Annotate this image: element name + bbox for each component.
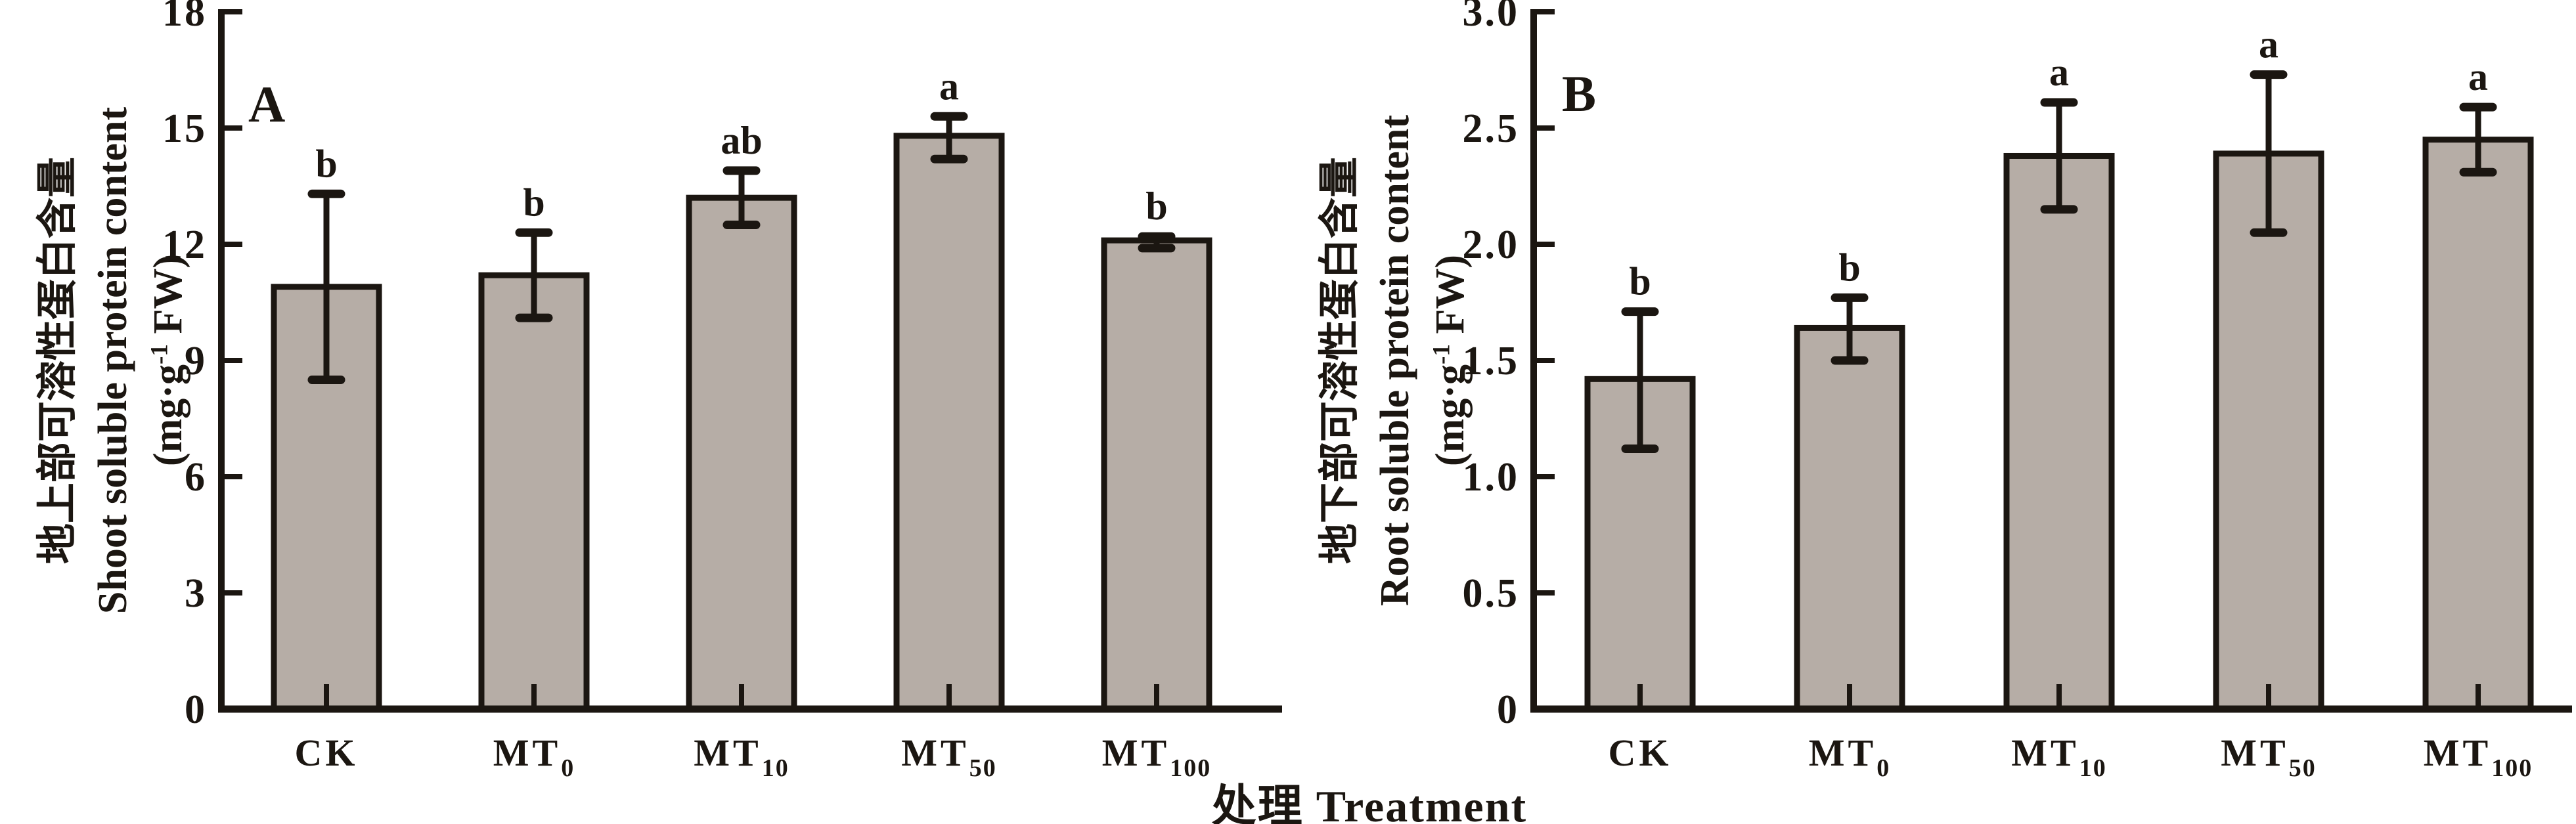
panel-b-y-axis-title: 地下部可溶性蛋白含量 Root soluble protein content … bbox=[1312, 0, 1478, 820]
panel-a-y-tick-label-9: 9 bbox=[185, 339, 207, 383]
panel-a-bar-MT10 bbox=[686, 194, 797, 712]
panel-b-y-tick-label-1.5: 1.5 bbox=[1463, 339, 1520, 383]
panel-a-y-title-unit: (mg·g-1 FW) bbox=[146, 255, 190, 466]
panel-b-sig-letter-MT100: a bbox=[2468, 55, 2488, 98]
panel-b-category-label-MT0: MT0 bbox=[1809, 731, 1890, 782]
panel-b-y-tick-label-2.0: 2.0 bbox=[1463, 223, 1520, 267]
panel-a-y-title-en: Shoot soluble protein content bbox=[91, 106, 135, 615]
panel-b-y-tick-label-1.0: 1.0 bbox=[1463, 455, 1520, 500]
panel-b-y-tick-label-2.5: 2.5 bbox=[1463, 106, 1520, 151]
panel-a-category-label-MT100: MT100 bbox=[1102, 731, 1211, 782]
panel-a-sig-letter-MT100: b bbox=[1145, 184, 1167, 228]
panel-a-category-label-MT0: MT0 bbox=[493, 731, 575, 782]
panel-b-bar-MT0 bbox=[1794, 324, 1905, 712]
panel-b-y-title-cn: 地下部可溶性蛋白含量 bbox=[1318, 157, 1362, 565]
panel-b-sig-letter-MT10: a bbox=[2049, 51, 2069, 94]
panel-a-bar-MT50 bbox=[893, 133, 1005, 712]
panel-a-y-tick-label-15: 15 bbox=[162, 106, 207, 151]
panel-b-category-label-MT50: MT50 bbox=[2221, 731, 2316, 782]
panel-a-sig-letter-MT50: a bbox=[939, 64, 959, 108]
panel-a-sig-letter-CK: b bbox=[315, 142, 337, 185]
panel-a-category-label-MT50: MT50 bbox=[901, 731, 996, 782]
panel-a-sig-letter-MT0: b bbox=[523, 181, 544, 224]
panel-a-bar-MT100 bbox=[1101, 237, 1212, 712]
panel-b-y-tick-label-0.5: 0.5 bbox=[1463, 571, 1520, 616]
panel-a-y-tick-label-18: 18 bbox=[162, 0, 207, 35]
panel-b-y-title-en: Root soluble protein content bbox=[1373, 114, 1417, 607]
panel-a-y-tick-label-6: 6 bbox=[185, 455, 207, 500]
panel-a-bar-MT0 bbox=[478, 272, 590, 712]
panel-b-category-label-MT100: MT100 bbox=[2424, 731, 2533, 782]
panel-b-y-title-unit: (mg·g-1 FW) bbox=[1428, 255, 1473, 466]
panel-a-category-label-MT10: MT10 bbox=[694, 731, 789, 782]
panel-a-category-label-CK: CK bbox=[295, 731, 359, 774]
panel-b-category-label-CK: CK bbox=[1609, 731, 1672, 774]
x-axis-title: 处理 Treatment bbox=[1211, 781, 1528, 824]
panel-a-y-tick-label-12: 12 bbox=[162, 223, 207, 267]
panel-a-y-title-cn: 地上部可溶性蛋白含量 bbox=[35, 157, 80, 565]
panel-b-sig-letter-CK: b bbox=[1629, 260, 1651, 303]
panel-b-label: B bbox=[1562, 65, 1597, 122]
panel-b-category-label-MT10: MT10 bbox=[2011, 731, 2106, 782]
panel-b-sig-letter-MT0: b bbox=[1838, 246, 1860, 289]
panel-b-bar-MT10 bbox=[2003, 152, 2115, 712]
panel-b-y-tick-label-3.0: 3.0 bbox=[1463, 0, 1520, 35]
panel-a-y-tick-label-0: 0 bbox=[185, 687, 207, 732]
panel-a-y-tick-label-3: 3 bbox=[185, 571, 207, 616]
panel-b-y-tick-label-0: 0 bbox=[1497, 687, 1519, 732]
panel-a-y-axis-title: 地上部可溶性蛋白含量 Shoot soluble protein content… bbox=[30, 0, 196, 820]
panel-b-sig-letter-MT50: a bbox=[2259, 23, 2278, 66]
panel-a-label: A bbox=[248, 76, 286, 133]
panel-b-bar-MT100 bbox=[2422, 137, 2534, 712]
panel-b-bar-MT50 bbox=[2213, 150, 2324, 712]
panel-a-sig-letter-MT10: ab bbox=[721, 119, 762, 162]
